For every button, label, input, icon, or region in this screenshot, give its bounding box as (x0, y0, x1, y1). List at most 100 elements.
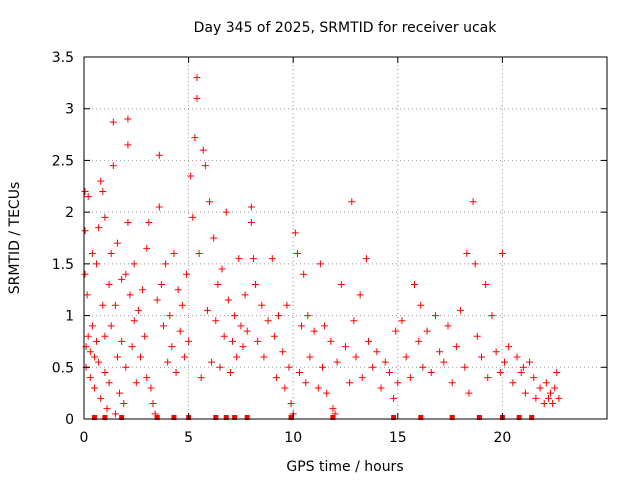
zero-point (91, 415, 97, 420)
data-point (208, 358, 216, 366)
data-point (342, 343, 349, 351)
data-point (176, 327, 184, 335)
data-point (314, 384, 322, 392)
data-point (162, 260, 170, 268)
data-point (199, 146, 207, 154)
zero-point (288, 415, 294, 420)
data-point (224, 296, 232, 304)
data-point (109, 118, 117, 126)
data-point (285, 363, 293, 371)
x-tick-label: 5 (184, 430, 193, 446)
data-point (201, 162, 209, 170)
data-point (431, 312, 439, 320)
data-point (86, 348, 94, 356)
data-point (440, 358, 448, 366)
data-point (189, 213, 197, 221)
data-point (90, 384, 98, 392)
data-point (258, 301, 266, 309)
data-point (496, 368, 504, 376)
data-point (398, 317, 406, 325)
data-point (231, 312, 239, 320)
data-point (168, 343, 176, 351)
data-point (99, 187, 107, 195)
data-point (93, 337, 101, 345)
data-point (229, 337, 237, 345)
data-point (553, 368, 561, 376)
data-point (120, 399, 128, 407)
data-point (411, 281, 419, 289)
y-tick-label: 0 (65, 412, 74, 428)
data-point (124, 141, 132, 149)
data-point (373, 348, 381, 356)
data-point (111, 410, 119, 418)
data-point (275, 312, 283, 320)
data-point (252, 281, 260, 289)
data-point (243, 327, 251, 335)
data-point (101, 332, 109, 340)
data-point (128, 343, 136, 351)
data-point (488, 312, 496, 320)
data-point (170, 250, 178, 258)
data-point (532, 394, 540, 402)
chart-title: Day 345 of 2025, SRMTID for receiver uca… (194, 20, 498, 36)
data-point (149, 399, 157, 407)
data-point (350, 317, 358, 325)
data-point (218, 265, 226, 273)
data-point (465, 389, 473, 397)
data-point (210, 234, 218, 242)
data-point (118, 337, 126, 345)
data-point (298, 322, 306, 330)
data-point (187, 172, 195, 180)
data-point (272, 374, 280, 382)
x-tick-label: 0 (80, 430, 89, 446)
data-point (346, 379, 354, 387)
data-point (247, 203, 255, 211)
data-point (81, 227, 89, 235)
data-point (517, 368, 525, 376)
data-point (111, 301, 119, 309)
data-point (95, 358, 103, 366)
data-point (377, 384, 385, 392)
data-point (321, 322, 329, 330)
data-point (113, 239, 121, 247)
data-point (500, 358, 508, 366)
data-point (241, 291, 249, 299)
data-point (90, 353, 98, 361)
data-point (249, 255, 257, 263)
data-point (392, 327, 400, 335)
data-point (419, 363, 427, 371)
data-point (143, 374, 151, 382)
data-point (88, 322, 96, 330)
zero-point (529, 415, 535, 420)
data-point (444, 322, 452, 330)
data-point (540, 399, 548, 407)
y-tick-label: 2 (65, 205, 74, 221)
data-point (107, 250, 115, 258)
data-point (291, 229, 299, 237)
data-point (155, 203, 163, 211)
data-point (105, 379, 113, 387)
data-point (417, 301, 425, 309)
data-point (157, 281, 165, 289)
data-point (153, 296, 161, 304)
zero-point (516, 415, 522, 420)
y-tick-label: 0.5 (52, 360, 74, 376)
data-point (180, 353, 188, 361)
data-point (544, 394, 552, 402)
data-point (233, 353, 241, 361)
zero-point (391, 415, 397, 420)
data-point (206, 198, 214, 206)
data-point (471, 260, 479, 268)
data-point (118, 275, 126, 283)
data-point (239, 343, 247, 351)
data-point (402, 353, 410, 361)
data-point (469, 198, 477, 206)
data-point (226, 368, 234, 376)
data-point (220, 332, 228, 340)
data-point (126, 291, 134, 299)
data-point (293, 250, 301, 258)
data-point (327, 337, 335, 345)
data-point (526, 358, 534, 366)
data-point (519, 363, 527, 371)
data-point (193, 94, 201, 102)
